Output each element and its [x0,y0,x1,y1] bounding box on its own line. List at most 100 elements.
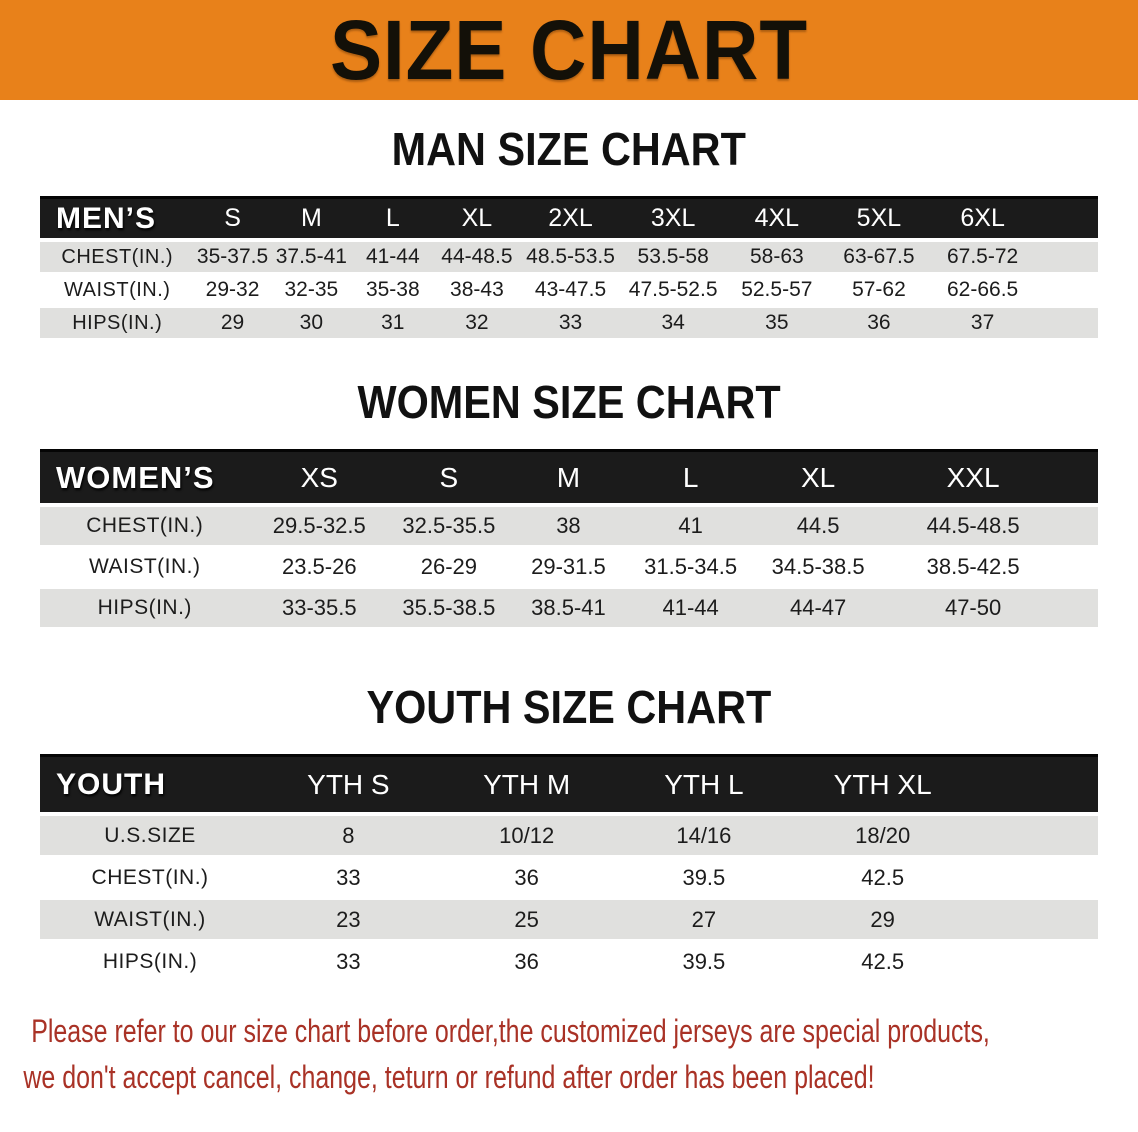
size-value: 31.5-34.5 [628,548,754,589]
size-value: 41-44 [352,242,434,275]
table-header-row: MEN’S S M L XL 2XL 3XL 4XL 5XL 6XL [40,196,1098,242]
size-chart-page: SIZE CHART MAN SIZE CHART MEN’S S M L XL 2XL 3… [0,0,1138,1100]
youth-section-heading-text: YOUTH SIZE CHART [366,681,772,733]
size-value: 32 [433,308,521,341]
size-value: 18/20 [791,816,975,858]
spacer-cell [1063,507,1098,548]
size-value: 30 [270,308,353,341]
banner: SIZE CHART [0,0,1138,100]
table-corner-label: YOUTH [40,754,261,816]
spacer-cell [1063,589,1098,630]
row-label: WAIST(IN.) [40,548,250,589]
size-value: 38.5-42.5 [883,548,1064,589]
size-column-header: YTH L [616,754,792,816]
size-value: 25 [436,900,617,942]
size-column-header: XXL [883,449,1064,507]
size-value: 36 [436,858,617,900]
spacer-cell [974,754,1098,816]
size-value: 35.5-38.5 [389,589,509,630]
women-size-table: WOMEN’S XS S M L XL XXL CHEST(IN.) 29.5-32.5 32.5… [40,449,1098,630]
footer-notice: Please refer to our size chart before or… [0,1008,1138,1100]
size-value: 39.5 [616,858,792,900]
banner-title: SIZE CHART [329,3,809,97]
row-label: CHEST(IN.) [40,242,195,275]
size-value: 35 [725,308,829,341]
size-value: 53.5-58 [620,242,726,275]
size-value: 38.5-41 [508,589,629,630]
size-column-header: XL [753,449,884,507]
size-value: 35-37.5 [194,242,271,275]
size-value: 33 [260,858,437,900]
size-value: 29 [194,308,271,341]
size-value: 37.5-41 [270,242,353,275]
size-value: 14/16 [616,816,792,858]
size-value: 29-32 [194,275,271,308]
table-row: HIPS(IN.) 33 36 39.5 42.5 [40,942,1098,984]
row-label: CHEST(IN.) [40,507,250,548]
women-section-heading-text: WOMEN SIZE CHART [357,376,781,428]
row-label: U.S.SIZE [40,816,261,858]
size-value: 33 [260,942,437,984]
youth-size-table: YOUTH YTH S YTH M YTH L YTH XL U.S.SIZE 8 10/12… [40,754,1098,984]
size-value: 39.5 [616,942,792,984]
row-label: HIPS(IN.) [40,942,261,984]
table-corner-label: MEN’S [40,196,195,242]
men-size-table: MEN’S S M L XL 2XL 3XL 4XL 5XL 6XL CHEST(IN.) 35-37… [40,196,1098,341]
women-size-section: WOMEN SIZE CHART WOMEN’S XS S M L XL XXL CHEST(… [0,379,1138,630]
size-value: 47-50 [883,589,1064,630]
spacer-cell [1035,275,1098,308]
size-value: 8 [260,816,437,858]
size-column-header: YTH M [436,754,617,816]
spacer-cell [1063,548,1098,589]
table-corner-label: WOMEN’S [40,449,250,507]
size-value: 33 [520,308,621,341]
table-row: WAIST(IN.) 29-32 32-35 35-38 38-43 43-47.5 47.… [40,275,1098,308]
notice-line-2: we don't accept cancel, change, teturn o… [23,1059,875,1095]
table-header-row: WOMEN’S XS S M L XL XXL [40,449,1098,507]
youth-size-section: YOUTH SIZE CHART YOUTH YTH S YTH M YTH L YTH… [0,684,1138,984]
size-value: 47.5-52.5 [620,275,726,308]
size-value: 36 [828,308,930,341]
size-value: 32.5-35.5 [389,507,509,548]
size-value: 32-35 [270,275,353,308]
size-column-header: 5XL [828,196,930,242]
size-value: 44-47 [753,589,884,630]
spacer-cell [1035,196,1098,242]
size-column-header: S [389,449,509,507]
row-label: HIPS(IN.) [40,589,250,630]
men-section-heading-text: MAN SIZE CHART [391,123,747,175]
size-value: 58-63 [725,242,829,275]
table-row: HIPS(IN.) 29 30 31 32 33 34 35 36 37 [40,308,1098,341]
spacer-cell [1063,449,1098,507]
size-value: 38 [508,507,629,548]
table-row: U.S.SIZE 8 10/12 14/16 18/20 [40,816,1098,858]
size-column-header: XL [433,196,521,242]
size-value: 57-62 [828,275,930,308]
size-value: 42.5 [791,942,975,984]
size-value: 62-66.5 [929,275,1036,308]
table-row: WAIST(IN.) 23 25 27 29 [40,900,1098,942]
row-label: HIPS(IN.) [40,308,195,341]
size-chart-content: MAN SIZE CHART MEN’S S M L XL 2XL 3XL 4XL 5XL 6XL… [0,126,1138,984]
size-value: 48.5-53.5 [520,242,621,275]
row-label: CHEST(IN.) [40,858,261,900]
size-value: 44.5-48.5 [883,507,1064,548]
size-column-header: XS [249,449,390,507]
spacer-cell [974,858,1098,900]
size-column-header: L [352,196,434,242]
size-value: 26-29 [389,548,509,589]
size-value: 29.5-32.5 [249,507,390,548]
size-value: 41-44 [628,589,754,630]
row-label: WAIST(IN.) [40,900,261,942]
size-column-header: 3XL [620,196,726,242]
table-row: CHEST(IN.) 33 36 39.5 42.5 [40,858,1098,900]
size-column-header: L [628,449,754,507]
size-value: 23 [260,900,437,942]
size-value: 44-48.5 [433,242,521,275]
notice-line-1: Please refer to our size chart before or… [31,1013,990,1049]
size-value: 43-47.5 [520,275,621,308]
table-row: CHEST(IN.) 35-37.5 37.5-41 41-44 44-48.5 48.5… [40,242,1098,275]
size-column-header: 6XL [929,196,1036,242]
women-section-heading: WOMEN SIZE CHART [0,379,1138,425]
table-header-row: YOUTH YTH S YTH M YTH L YTH XL [40,754,1098,816]
